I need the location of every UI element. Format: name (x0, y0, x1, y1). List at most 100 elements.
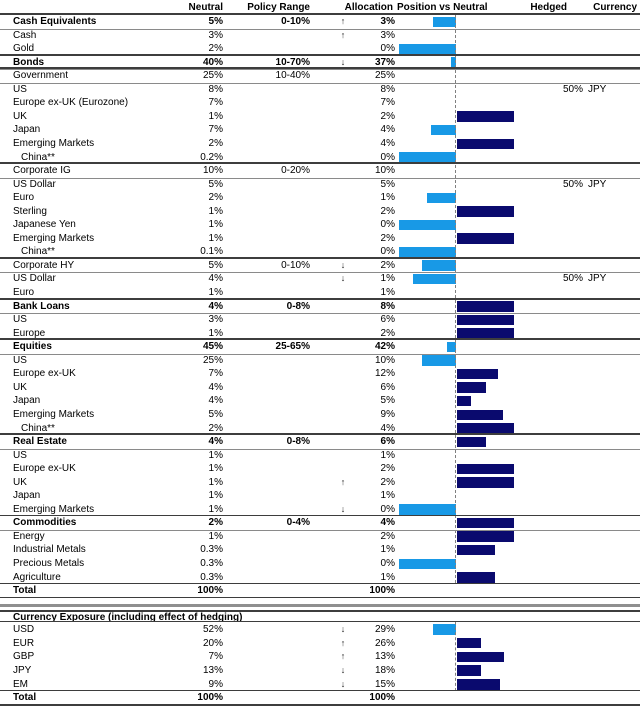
row-label: Industrial Metals (13, 544, 86, 556)
horizontal-rule (0, 610, 640, 612)
allocation-value: 1% (380, 544, 395, 556)
row-label: Equities (13, 341, 52, 353)
row-label: Europe ex-UK (13, 463, 76, 475)
position-bar (457, 314, 514, 326)
row-label: China** (21, 246, 55, 258)
position-chart (399, 678, 513, 692)
trend-arrow: ↑ (340, 651, 346, 662)
horizontal-rule (0, 703, 640, 706)
position-bar (433, 624, 456, 635)
allocation-value: 100% (369, 692, 395, 704)
hedged-value: 50% (562, 178, 583, 190)
horizontal-rule (0, 257, 640, 259)
row-label: Japan (13, 395, 41, 407)
neutral-value: 13% (202, 664, 223, 676)
position-chart (399, 354, 513, 368)
position-bar (399, 219, 456, 231)
column-header-hedged: Hedged (530, 2, 567, 13)
position-chart (399, 191, 513, 205)
table-row: US 3% 6% (0, 313, 640, 327)
position-chart (399, 56, 513, 70)
allocation-value: 7% (380, 97, 395, 109)
position-bar (413, 274, 456, 285)
allocation-value: 42% (374, 341, 395, 353)
policy-range-value: 0-4% (286, 517, 310, 529)
table-row: Emerging Markets 5% 9% (0, 408, 640, 422)
row-label: UK (13, 110, 27, 122)
position-bar (457, 233, 514, 244)
horizontal-rule (0, 353, 640, 355)
neutral-value: 2% (208, 192, 223, 204)
row-label: Sterling (13, 205, 47, 217)
position-chart (399, 584, 513, 598)
position-bar (427, 192, 456, 204)
policy-range-value: 0-10% (281, 259, 310, 271)
neutral-value: 7% (208, 124, 223, 136)
allocation-value: 25% (374, 70, 395, 82)
position-bar (399, 152, 456, 163)
allocation-value: 0% (380, 43, 395, 55)
table-row: US 1% 1% (0, 449, 640, 463)
position-bar (457, 463, 514, 475)
policy-range-value: 0-8% (286, 300, 310, 312)
row-label: US Dollar (13, 273, 56, 285)
neutral-value: 7% (208, 97, 223, 109)
allocation-value: 10% (374, 165, 395, 177)
allocation-value: 13% (374, 651, 395, 663)
neutral-value: 100% (197, 585, 223, 597)
horizontal-rule (0, 162, 640, 165)
allocation-value: 1% (380, 287, 395, 298)
allocation-value: 4% (380, 124, 395, 136)
row-label: Cash Equivalents (13, 16, 97, 27)
position-bar (431, 124, 456, 136)
trend-arrow: ↑ (340, 476, 346, 487)
allocation-value: 26% (374, 637, 395, 649)
neutral-value: 0.3% (200, 571, 223, 583)
row-label: Real Estate (13, 436, 67, 448)
allocation-value: 4% (380, 517, 395, 529)
horizontal-rule (0, 69, 640, 71)
position-chart (399, 623, 513, 637)
allocation-value: 8% (380, 83, 395, 95)
column-header-currency: Currency (593, 2, 637, 13)
table-row: Japan 4% 5% (0, 394, 640, 408)
row-label: EUR (13, 637, 35, 649)
row-label: Europe ex-UK (13, 368, 76, 380)
table-row: USD 52% ↓ 29% (0, 623, 640, 637)
row-label: Commodities (13, 517, 77, 529)
position-chart (399, 218, 513, 232)
neutral-value: 10% (202, 165, 223, 177)
row-label: Government (13, 70, 69, 82)
policy-range-value: 0-8% (286, 436, 310, 448)
neutral-value: 4% (208, 436, 223, 448)
horizontal-rule (0, 13, 640, 15)
position-chart (399, 394, 513, 408)
table-row: Europe ex-UK (Eurozone) 7% 7% (0, 96, 640, 110)
table-row: US Dollar 4% ↓ 1% 50% JPY (0, 272, 640, 286)
allocation-value: 29% (374, 623, 395, 635)
table-row: UK 4% 6% (0, 381, 640, 395)
position-chart (399, 381, 513, 395)
table-row: Equities 45% 25-65% 42% (0, 340, 640, 354)
trend-arrow: ↑ (340, 637, 346, 648)
table-row: Sterling 1% 2% (0, 205, 640, 219)
position-bar (457, 638, 481, 649)
policy-range-value: 0-10% (281, 16, 310, 27)
row-label: GBP (13, 651, 35, 663)
neutral-value: 8% (208, 83, 223, 95)
position-bar (457, 206, 514, 217)
neutral-value: 1% (208, 530, 223, 542)
horizontal-rule (0, 272, 640, 274)
allocation-value: 10% (374, 354, 395, 366)
horizontal-rule (0, 582, 640, 585)
table-row: EM 9% ↓ 15% (0, 678, 640, 692)
position-chart (399, 516, 514, 530)
horizontal-rule (0, 621, 640, 623)
neutral-value: 1% (208, 463, 223, 475)
allocation-value: 15% (374, 678, 395, 690)
table-row: Total 100% 100% (0, 584, 640, 598)
row-label: US Dollar (13, 178, 56, 190)
table-divider (0, 604, 640, 607)
position-bar (457, 572, 495, 583)
